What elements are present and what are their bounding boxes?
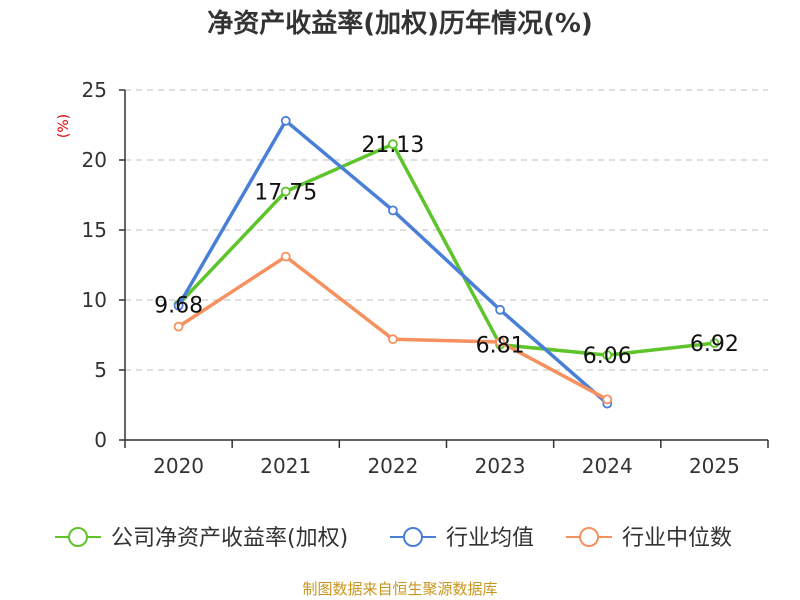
legend-marker — [403, 527, 423, 547]
y-tick-label: 10 — [82, 288, 107, 312]
legend-label: 公司净资产收益率(加权) — [111, 526, 348, 551]
data-point — [388, 139, 398, 150]
chart-title: 净资产收益率(加权)历年情况(%) — [207, 8, 593, 39]
series-line-1 — [177, 142, 715, 357]
data-point — [280, 115, 291, 126]
x-tick-label: 2023 — [475, 454, 526, 478]
y-tick-label: 25 — [82, 78, 107, 102]
source-note: 制图数据来自恒生聚源数据库 — [302, 580, 497, 598]
grid-lines — [125, 89, 768, 371]
data-point — [495, 304, 505, 315]
data-point — [495, 337, 505, 347]
data-point — [602, 394, 613, 405]
data-point — [173, 300, 184, 311]
data-label: 6.06 — [583, 344, 632, 369]
data-point — [173, 321, 184, 332]
data-label: 6.92 — [690, 332, 739, 357]
data-point — [280, 186, 291, 197]
legend-marker — [579, 527, 599, 547]
x-tick-label: 2022 — [367, 454, 418, 478]
legend: 公司净资产收益率(加权) 行业均值 行业中位数 — [55, 526, 732, 551]
data-labels: 9.68 17.75 21.13 6.81 6.06 6.92 — [154, 133, 739, 369]
legend-label: 行业中位数 — [622, 526, 732, 551]
data-point — [709, 338, 720, 349]
legend-label: 行业均值 — [446, 526, 534, 551]
y-tick-label: 15 — [82, 218, 107, 242]
series-line-3 — [177, 254, 609, 401]
legend-item-2: 行业均值 — [390, 526, 534, 551]
legend-marker — [68, 527, 88, 547]
x-tick-label: 2024 — [582, 454, 633, 478]
data-label: 21.13 — [361, 133, 424, 158]
legend-item-3: 行业中位数 — [566, 526, 732, 551]
data-label: 17.75 — [254, 181, 317, 206]
x-tick-label: 2020 — [153, 454, 204, 478]
series-line-2 — [177, 119, 609, 405]
x-tick-label: 2021 — [260, 454, 311, 478]
y-axis-unit-label: (%) — [56, 114, 72, 138]
data-point — [280, 251, 291, 262]
y-tick-label: 0 — [94, 428, 107, 452]
series-lines — [173, 115, 720, 409]
y-tick-label: 20 — [82, 148, 107, 172]
legend-item-1: 公司净资产收益率(加权) — [55, 526, 348, 551]
data-label: 9.68 — [154, 293, 203, 318]
data-point — [602, 350, 613, 361]
data-point — [388, 205, 398, 216]
x-tick-label: 2025 — [689, 454, 740, 478]
y-tick-label: 5 — [94, 358, 107, 382]
data-label: 6.81 — [476, 334, 525, 359]
data-point — [388, 334, 398, 345]
